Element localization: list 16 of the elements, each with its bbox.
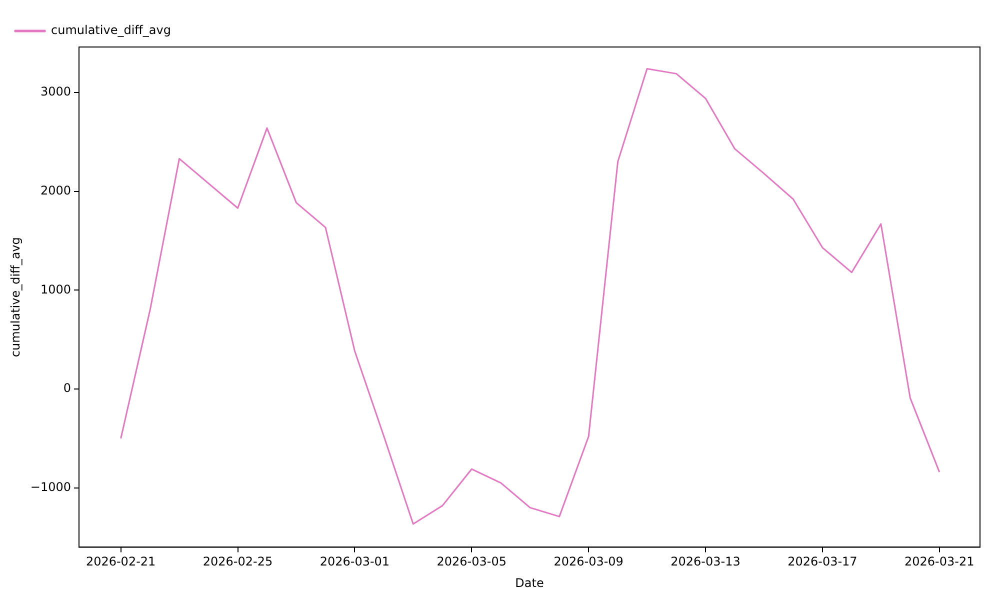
- y-tick-label: −1000: [30, 480, 71, 494]
- x-axis-title: Date: [515, 576, 544, 590]
- y-tick-label: 2000: [40, 183, 71, 198]
- y-axis-title: cumulative_diff_avg: [8, 237, 22, 358]
- x-tick-label: 2026-02-21: [86, 554, 156, 569]
- y-tick-label: 3000: [40, 84, 71, 99]
- x-tick-label: 2026-03-21: [904, 554, 974, 569]
- x-tick-label: 2026-03-09: [554, 554, 624, 569]
- x-tick-label: 2026-03-13: [670, 554, 740, 569]
- legend-label: cumulative_diff_avg: [51, 23, 171, 38]
- x-tick-label: 2026-02-25: [202, 554, 273, 569]
- x-tick-label: 2026-03-05: [436, 554, 507, 569]
- y-tick-label: 1000: [40, 282, 71, 296]
- y-tick-label: 0: [63, 381, 71, 396]
- x-tick-label: 2026-03-01: [320, 554, 390, 569]
- x-tick-label: 2026-03-17: [788, 554, 858, 569]
